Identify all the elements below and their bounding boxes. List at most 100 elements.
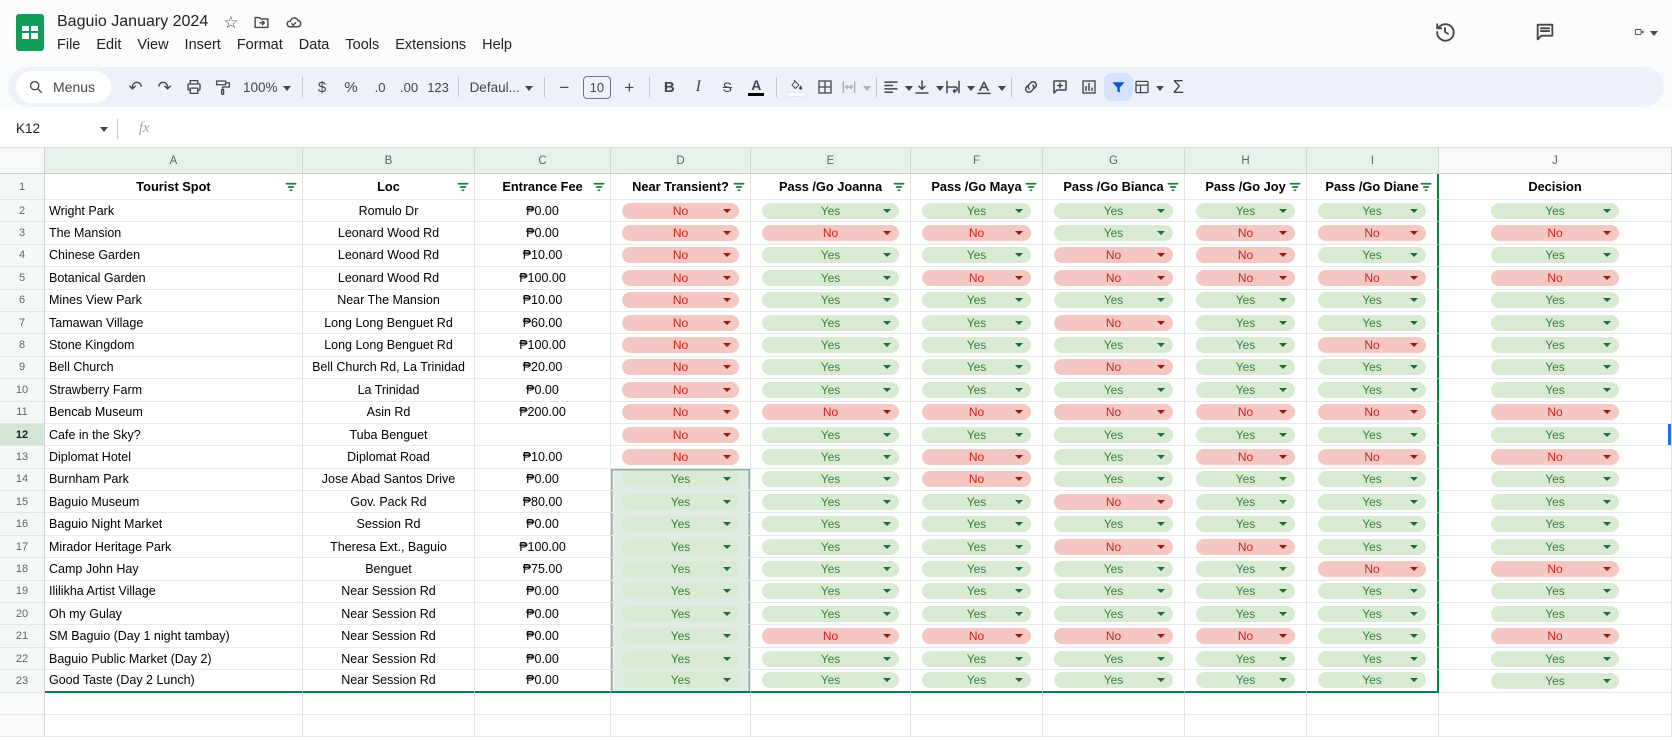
dropdown-chip-J17[interactable]: Yes xyxy=(1491,539,1619,555)
format-percent-button[interactable]: % xyxy=(337,73,366,101)
cell-empty[interactable] xyxy=(475,693,611,715)
dropdown-chip-G19[interactable]: Yes xyxy=(1054,583,1173,599)
dropdown-chip-E17[interactable]: Yes xyxy=(762,539,899,555)
dropdown-chip-J2[interactable]: Yes xyxy=(1491,203,1619,219)
dropdown-chip-E10[interactable]: Yes xyxy=(762,382,899,398)
cell-H13[interactable]: No xyxy=(1185,446,1307,468)
comments-icon[interactable] xyxy=(1534,20,1558,44)
dropdown-chip-F13[interactable]: No xyxy=(922,449,1031,465)
dropdown-chip-G23[interactable]: Yes xyxy=(1054,672,1173,688)
increase-font-size-button[interactable]: + xyxy=(615,73,644,101)
dropdown-chip-G6[interactable]: Yes xyxy=(1054,292,1173,308)
cell-D20[interactable]: Yes xyxy=(611,603,751,625)
cell-A8[interactable]: Stone Kingdom xyxy=(45,334,303,356)
cell-empty[interactable] xyxy=(751,715,911,737)
dropdown-chip-H7[interactable]: Yes xyxy=(1196,315,1295,331)
cell-B8[interactable]: Long Long Benguet Rd xyxy=(303,334,475,356)
cell-D14[interactable]: Yes xyxy=(611,469,751,491)
cell-F5[interactable]: No xyxy=(911,267,1043,289)
cell-C3[interactable]: ₱0.00 xyxy=(475,222,611,244)
dropdown-chip-F3[interactable]: No xyxy=(922,225,1031,241)
dropdown-chip-F22[interactable]: Yes xyxy=(922,651,1031,667)
dropdown-chip-D10[interactable]: No xyxy=(622,382,739,398)
cell-empty[interactable] xyxy=(1185,715,1307,737)
cell-E20[interactable]: Yes xyxy=(751,603,911,625)
insert-chart-button[interactable] xyxy=(1075,73,1104,101)
cell-B20[interactable]: Near Session Rd xyxy=(303,603,475,625)
row-header-16[interactable]: 16 xyxy=(0,513,45,535)
cell-B19[interactable]: Near Session Rd xyxy=(303,581,475,603)
cell-C21[interactable]: ₱0.00 xyxy=(475,625,611,647)
cell-empty[interactable] xyxy=(1307,693,1439,715)
row-header-12[interactable]: 12 xyxy=(0,424,45,446)
dropdown-chip-F21[interactable]: No xyxy=(922,628,1031,644)
menu-edit[interactable]: Edit xyxy=(88,36,129,54)
cell-C9[interactable]: ₱20.00 xyxy=(475,357,611,379)
dropdown-chip-J21[interactable]: No xyxy=(1491,628,1619,644)
cell-H15[interactable]: Yes xyxy=(1185,491,1307,513)
cell-J21[interactable]: No xyxy=(1439,625,1672,647)
cell-I5[interactable]: No xyxy=(1307,267,1439,289)
cell-I8[interactable]: No xyxy=(1307,334,1439,356)
row-header-8[interactable]: 8 xyxy=(0,334,45,356)
cell-J15[interactable]: Yes xyxy=(1439,491,1672,513)
cell-empty[interactable] xyxy=(1043,693,1185,715)
cell-C6[interactable]: ₱10.00 xyxy=(475,290,611,312)
menu-help[interactable]: Help xyxy=(474,36,520,54)
cloud-saved-icon[interactable] xyxy=(285,14,302,31)
row-header-10[interactable]: 10 xyxy=(0,379,45,401)
cell-C11[interactable]: ₱200.00 xyxy=(475,402,611,424)
row-header-6[interactable]: 6 xyxy=(0,290,45,312)
cell-G8[interactable]: Yes xyxy=(1043,334,1185,356)
row-header-19[interactable]: 19 xyxy=(0,581,45,603)
row-header-11[interactable]: 11 xyxy=(0,402,45,424)
dropdown-chip-H23[interactable]: Yes xyxy=(1196,672,1295,688)
cell-I9[interactable]: Yes xyxy=(1307,357,1439,379)
cell-D8[interactable]: No xyxy=(611,334,751,356)
cell-E16[interactable]: Yes xyxy=(751,513,911,535)
dropdown-chip-G2[interactable]: Yes xyxy=(1054,203,1173,219)
dropdown-chip-D14[interactable]: Yes xyxy=(622,471,739,487)
cell-J10[interactable]: Yes xyxy=(1439,379,1672,401)
cell-B13[interactable]: Diplomat Road xyxy=(303,446,475,468)
menu-extensions[interactable]: Extensions xyxy=(387,36,474,54)
dropdown-chip-D11[interactable]: No xyxy=(622,404,739,420)
cell-F2[interactable]: Yes xyxy=(911,200,1043,222)
dropdown-chip-F11[interactable]: No xyxy=(922,404,1031,420)
format-currency-button[interactable]: $ xyxy=(308,73,337,101)
cell-F11[interactable]: No xyxy=(911,402,1043,424)
cell-E10[interactable]: Yes xyxy=(751,379,911,401)
dropdown-chip-J3[interactable]: No xyxy=(1491,225,1619,241)
cell-C4[interactable]: ₱10.00 xyxy=(475,245,611,267)
cell-A19[interactable]: Ililikha Artist Village xyxy=(45,581,303,603)
dropdown-chip-I8[interactable]: No xyxy=(1318,337,1426,353)
dropdown-chip-F5[interactable]: No xyxy=(922,270,1031,286)
cell-D2[interactable]: No xyxy=(611,200,751,222)
dropdown-chip-I10[interactable]: Yes xyxy=(1318,382,1426,398)
column-header-I[interactable]: I xyxy=(1307,148,1439,174)
column-header-J[interactable]: J xyxy=(1439,148,1672,174)
select-all-corner[interactable] xyxy=(0,148,45,174)
dropdown-chip-D4[interactable]: No xyxy=(622,247,739,263)
dropdown-chip-I16[interactable]: Yes xyxy=(1318,516,1426,532)
dropdown-chip-F6[interactable]: Yes xyxy=(922,292,1031,308)
dropdown-chip-H16[interactable]: Yes xyxy=(1196,516,1295,532)
dropdown-chip-F9[interactable]: Yes xyxy=(922,359,1031,375)
dropdown-chip-H22[interactable]: Yes xyxy=(1196,651,1295,667)
cell-F7[interactable]: Yes xyxy=(911,312,1043,334)
dropdown-chip-D18[interactable]: Yes xyxy=(622,561,739,577)
cell-G16[interactable]: Yes xyxy=(1043,513,1185,535)
cell-I12[interactable]: Yes xyxy=(1307,424,1439,446)
cell-A5[interactable]: Botanical Garden xyxy=(45,267,303,289)
cell-empty[interactable] xyxy=(1185,693,1307,715)
row-header-13[interactable]: 13 xyxy=(0,446,45,468)
insert-comment-button[interactable] xyxy=(1046,73,1075,101)
cell-H18[interactable]: Yes xyxy=(1185,558,1307,580)
cell-A6[interactable]: Mines View Park xyxy=(45,290,303,312)
cell-B9[interactable]: Bell Church Rd, La Trinidad xyxy=(303,357,475,379)
paint-format-button[interactable] xyxy=(208,73,237,101)
cell-I10[interactable]: Yes xyxy=(1307,379,1439,401)
cell-I22[interactable]: Yes xyxy=(1307,648,1439,670)
cell-I21[interactable]: Yes xyxy=(1307,625,1439,647)
dropdown-chip-E18[interactable]: Yes xyxy=(762,561,899,577)
